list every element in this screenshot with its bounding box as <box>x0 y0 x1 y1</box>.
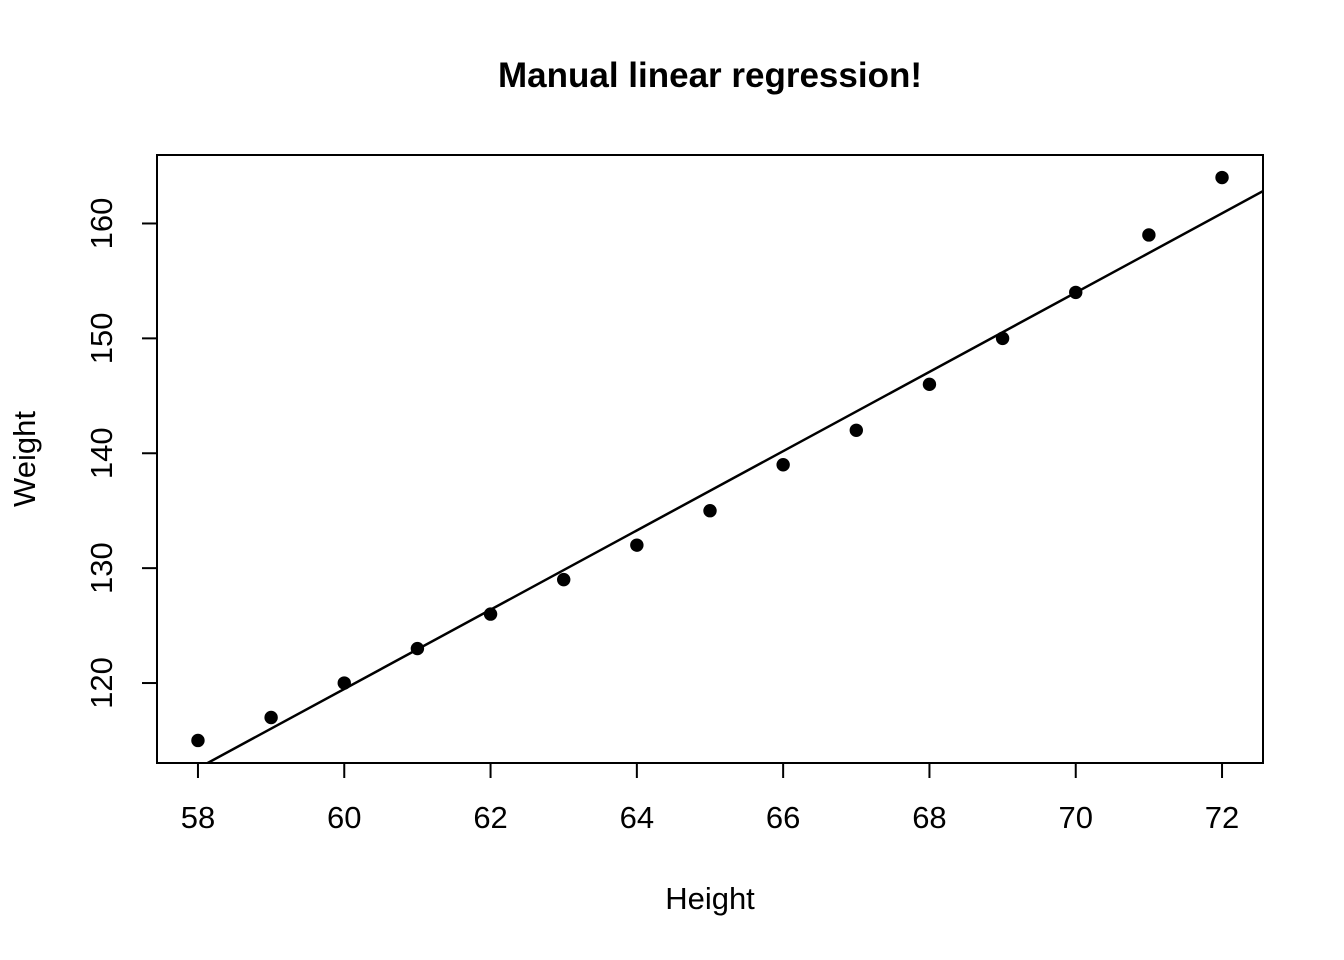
data-point <box>337 676 351 690</box>
data-point <box>483 607 498 621</box>
y-tick-label: 160 <box>84 198 119 250</box>
x-tick-label: 64 <box>620 800 654 835</box>
chart-title: Manual linear regression! <box>497 56 923 95</box>
data-point <box>776 458 790 472</box>
data-point <box>1215 170 1229 185</box>
y-tick-label: 120 <box>84 657 119 709</box>
data-point <box>410 641 425 656</box>
data-point <box>703 504 717 518</box>
data-point <box>922 377 937 392</box>
y-tick-label: 140 <box>84 427 119 479</box>
x-tick-label: 72 <box>1205 800 1239 835</box>
x-tick-label: 60 <box>327 800 361 835</box>
data-point <box>264 710 278 725</box>
x-tick-label: 58 <box>181 800 215 835</box>
data-point <box>630 538 644 552</box>
data-point <box>995 331 1010 346</box>
y-tick-label: 150 <box>84 312 119 364</box>
x-axis-title: Height <box>665 881 755 916</box>
data-point <box>1142 228 1156 242</box>
plot-box <box>156 154 1264 764</box>
data-point <box>557 572 571 587</box>
data-point <box>1069 285 1083 300</box>
data-point <box>191 733 205 748</box>
x-tick-label: 70 <box>1058 800 1092 835</box>
data-point <box>849 423 863 437</box>
regression-line <box>205 190 1263 763</box>
x-tick-label: 66 <box>766 800 800 835</box>
x-tick-label: 68 <box>912 800 946 835</box>
y-tick-label: 130 <box>84 542 119 594</box>
x-tick-label: 62 <box>473 800 507 835</box>
